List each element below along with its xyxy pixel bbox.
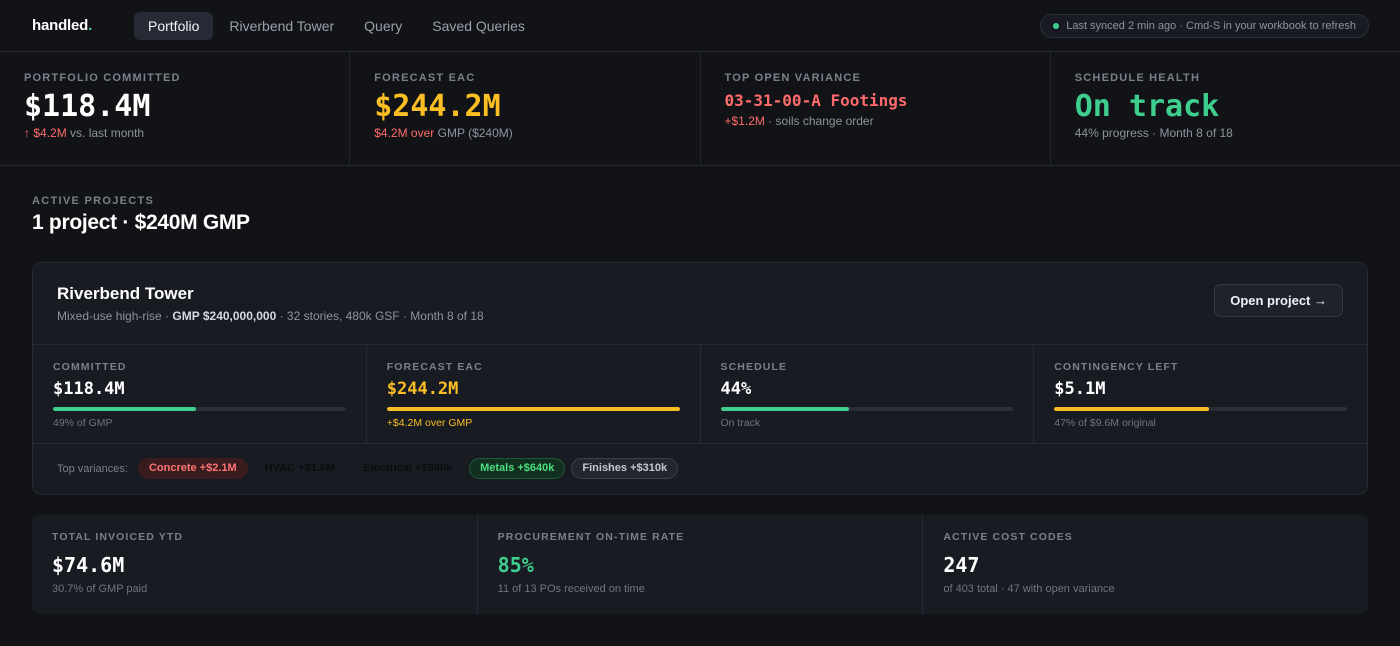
kpi-delta-suffix: · soils change order <box>768 114 874 128</box>
top-nav: handled. Portfolio Riverbend Tower Query… <box>0 0 1400 52</box>
project-metrics: COMMITTED $118.4M 49% of GMP FORECAST EA… <box>33 344 1367 444</box>
kpi-sub: ↑ $4.2M vs. last month <box>24 126 349 140</box>
open-project-button[interactable]: Open project → <box>1214 284 1343 317</box>
kpi-delta: $4.2M <box>33 126 67 140</box>
tab-saved-queries[interactable]: Saved Queries <box>432 18 525 34</box>
sync-status-pill: Last synced 2 min ago · Cmd-S in your wo… <box>1040 14 1369 38</box>
kpi-delta: $4.2M over <box>374 126 435 140</box>
tab-riverbend-tower[interactable]: Riverbend Tower <box>229 18 335 34</box>
stat-value: 247 <box>943 553 980 577</box>
kpi-value: $118.4M <box>24 89 151 124</box>
section-title: 1 project · $240M GMP <box>32 211 250 234</box>
top-variances: Top variances: Concrete +$2.1M HVAC +$1.… <box>57 458 684 479</box>
stat-value: 85% <box>497 553 534 577</box>
stat-sub: 11 of 13 POs received on time <box>497 583 645 595</box>
metric-sub: +$4.2M over GMP <box>386 417 473 429</box>
kpi-label: SCHEDULE HEALTH <box>1074 72 1201 84</box>
stat-procurement-on-time: PROCUREMENT ON-TIME RATE 85% 11 of 13 PO… <box>478 515 924 614</box>
project-meta-suffix: · 32 stories, 480k GSF · Month 8 of 18 <box>279 309 484 323</box>
project-meta-gmp: GMP $240,000,000 <box>172 309 277 323</box>
sync-status-text: Last synced 2 min ago · Cmd-S in your wo… <box>1066 20 1356 32</box>
progress-track <box>386 407 680 411</box>
arrow-up-icon: ↑ <box>24 126 30 140</box>
metric-value: $118.4M <box>53 379 125 399</box>
progress-track <box>1054 407 1347 411</box>
section-label: ACTIVE PROJECTS <box>32 195 155 207</box>
tab-query[interactable]: Query <box>364 18 403 34</box>
progress-fill <box>53 407 197 411</box>
metric-sub: 47% of $9.6M original <box>1054 417 1156 429</box>
kpi-delta: +$1.2M <box>724 114 765 128</box>
kpi-sub: +$1.2M · soils change order <box>725 114 1050 128</box>
variance-chip-finishes[interactable]: Finishes +$310k <box>571 458 679 479</box>
metric-label: FORECAST EAC <box>386 361 483 373</box>
variance-chip-metals[interactable]: Metals +$640k <box>469 458 566 479</box>
stat-value: $74.6M <box>52 553 125 577</box>
metric-value: 44% <box>720 379 752 399</box>
kpi-label: TOP OPEN VARIANCE <box>724 72 862 84</box>
kpi-label: FORECAST EAC <box>374 72 476 84</box>
kpi-strip: PORTFOLIO COMMITTED $118.4M ↑ $4.2M vs. … <box>0 52 1400 166</box>
project-title: Riverbend Tower <box>57 284 194 303</box>
metric-schedule: SCHEDULE 44% On track <box>701 345 1035 443</box>
kpi-value: On track <box>1074 89 1220 124</box>
kpi-delta-suffix: vs. last month <box>70 126 145 140</box>
stat-sub: 30.7% of GMP paid <box>52 583 148 595</box>
nav-tabs: Portfolio Riverbend Tower Query Saved Qu… <box>134 12 541 40</box>
kpi-forecast-eac: FORECAST EAC $244.2M $4.2M over GMP ($24… <box>350 52 701 165</box>
progress-track <box>720 407 1014 411</box>
stat-active-cost-codes: ACTIVE COST CODES 247 of 403 total · 47 … <box>923 515 1368 614</box>
variance-chip-electrical[interactable]: Electrical +$890k <box>363 462 453 474</box>
kpi-value: 03-31-00-A Footings <box>724 91 908 110</box>
kpi-value: $244.2M <box>374 89 501 124</box>
kpi-portfolio-committed: PORTFOLIO COMMITTED $118.4M ↑ $4.2M vs. … <box>0 52 351 165</box>
metric-contingency-left: CONTINGENCY LEFT $5.1M 47% of $9.6M orig… <box>1034 345 1367 443</box>
top-variances-label: Top variances: <box>57 462 128 475</box>
tab-portfolio[interactable]: Portfolio <box>134 12 214 40</box>
metric-value: $5.1M <box>1054 379 1106 399</box>
metric-label: COMMITTED <box>53 361 127 373</box>
metric-label: CONTINGENCY LEFT <box>1054 361 1179 373</box>
stat-sub: of 403 total · 47 with open variance <box>943 583 1115 595</box>
metric-sub: On track <box>720 417 761 429</box>
progress-track <box>53 407 346 411</box>
kpi-label: PORTFOLIO COMMITTED <box>24 72 181 84</box>
brand-logo[interactable]: handled. <box>32 17 92 34</box>
project-card: Riverbend Tower Mixed-use high-rise · GM… <box>32 262 1368 495</box>
sync-status-dot-icon <box>1053 23 1060 29</box>
kpi-sub: $4.2M over GMP ($240M) <box>374 126 699 140</box>
variance-chip-concrete[interactable]: Concrete +$2.1M <box>137 458 248 479</box>
progress-fill <box>720 407 850 411</box>
metric-label: SCHEDULE <box>720 361 788 373</box>
kpi-schedule-health: SCHEDULE HEALTH On track 44% progress · … <box>1051 52 1400 165</box>
project-meta-prefix: Mixed-use high-rise · <box>57 309 170 323</box>
metric-forecast-eac: FORECAST EAC $244.2M +$4.2M over GMP <box>367 345 701 443</box>
metric-sub: 49% of GMP <box>53 417 113 429</box>
kpi-delta-suffix: GMP ($240M) <box>437 126 513 140</box>
brand-dot: . <box>88 17 93 34</box>
stat-label: ACTIVE COST CODES <box>943 531 1073 543</box>
variance-chip-hvac[interactable]: HVAC +$1.6M <box>264 462 336 474</box>
project-meta: Mixed-use high-rise · GMP $240,000,000 ·… <box>57 309 484 323</box>
stat-label: PROCUREMENT ON-TIME RATE <box>497 531 685 543</box>
progress-fill <box>386 407 680 411</box>
kpi-top-open-variance: TOP OPEN VARIANCE 03-31-00-A Footings +$… <box>701 52 1051 165</box>
progress-fill <box>1054 407 1210 411</box>
metric-committed: COMMITTED $118.4M 49% of GMP <box>33 345 367 443</box>
stat-label: TOTAL INVOICED YTD <box>52 531 184 543</box>
brand-name: handled <box>32 17 89 34</box>
stat-total-invoiced: TOTAL INVOICED YTD $74.6M 30.7% of GMP p… <box>32 515 478 614</box>
metric-value: $244.2M <box>386 379 459 399</box>
summary-stats: TOTAL INVOICED YTD $74.6M 30.7% of GMP p… <box>32 515 1368 614</box>
kpi-sub: 44% progress · Month 8 of 18 <box>1074 126 1233 140</box>
